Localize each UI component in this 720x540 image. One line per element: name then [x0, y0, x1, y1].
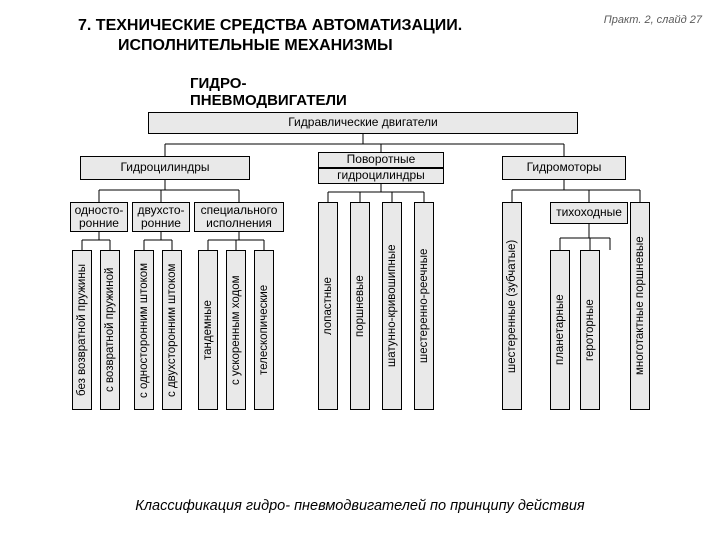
- leaf-l11: шестеренно-реечные: [414, 202, 434, 410]
- leaf-l14: героторные: [580, 250, 600, 410]
- node-s3: специального исполнения: [194, 202, 284, 232]
- leaf-l7: телескопические: [254, 250, 274, 410]
- title-line-1: 7. ТЕХНИЧЕСКИЕ СРЕДСТВА АВТОМАТИЗАЦИИ.: [78, 17, 462, 34]
- node-s1: односто-ронние: [70, 202, 128, 232]
- subtitle-line-1: ГИДРО-: [190, 75, 246, 92]
- leaf-l6: с ускоренным ходом: [226, 250, 246, 410]
- leaf-l3: с односторонним штоком: [134, 250, 154, 410]
- node-s4: тихоходные: [550, 202, 628, 224]
- title-line-2: ИСПОЛНИТЕЛЬНЫЕ МЕХАНИЗМЫ: [118, 37, 393, 54]
- leaf-l4: с двухсторонним штоком: [162, 250, 182, 410]
- node-s2: двухсто-ронние: [132, 202, 190, 232]
- leaf-l15: многотактные поршневые: [630, 202, 650, 410]
- leaf-l10: шатунно-кривошипные: [382, 202, 402, 410]
- page-title: 7. ТЕХНИЧЕСКИЕ СРЕДСТВА АВТОМАТИЗАЦИИ. И…: [78, 16, 462, 56]
- node-c3: Гидромоторы: [502, 156, 626, 180]
- classification-diagram: Гидравлические двигатели Гидроцилиндры Пов…: [70, 112, 660, 492]
- leaf-l12: шестеренные (зубчатые): [502, 202, 522, 410]
- leaf-l5: тандемные: [198, 250, 218, 410]
- subtitle-line-2: ПНЕВМОДВИГАТЕЛИ: [190, 92, 347, 109]
- node-root: Гидравлические двигатели: [148, 112, 578, 134]
- leaf-l8: лопастные: [318, 202, 338, 410]
- caption: Классификация гидро- пневмодвигателей по…: [0, 498, 720, 514]
- node-c2b: гидроцилиндры: [318, 168, 444, 184]
- subtitle: ГИДРО- ПНЕВМОДВИГАТЕЛИ: [190, 76, 347, 109]
- slide-reference: Практ. 2, слайд 27: [604, 14, 702, 26]
- leaf-l1: без возвратной пружины: [72, 250, 92, 410]
- leaf-l2: с возвратной пружиной: [100, 250, 120, 410]
- node-c2a: Поворотные: [318, 152, 444, 168]
- leaf-l13: планетарные: [550, 250, 570, 410]
- node-c1: Гидроцилиндры: [80, 156, 250, 180]
- leaf-l9: поршневые: [350, 202, 370, 410]
